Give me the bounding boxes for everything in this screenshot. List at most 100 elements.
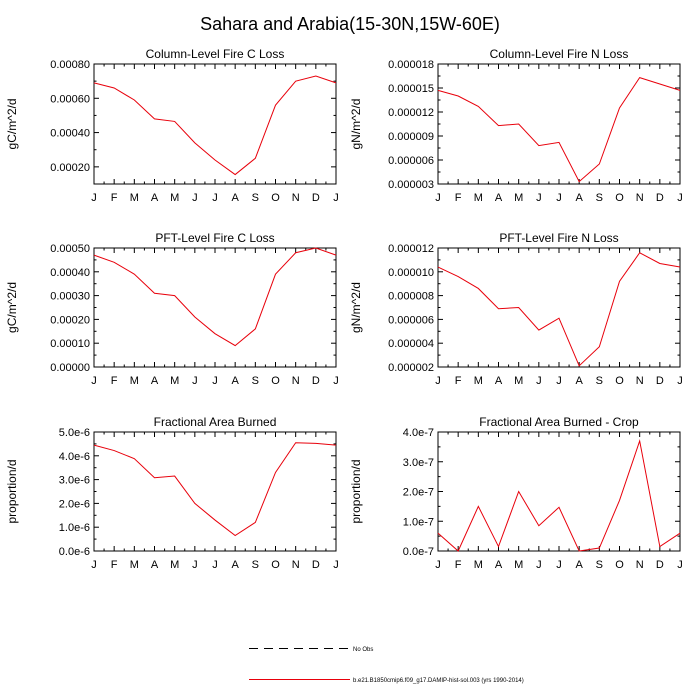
x-tick-label: J [91,559,97,571]
series-line [437,77,681,183]
x-tick-label: F [455,375,462,387]
x-tick-label: J [192,375,198,387]
x-tick-label: F [111,375,118,387]
x-tick-label: J [333,559,339,571]
x-tick-label: J [192,192,198,204]
x-tick-label: J [333,192,339,204]
x-tick-label: O [271,559,280,571]
y-tick-label: 0.00030 [50,291,90,303]
y-tick-label: 0.000018 [388,59,434,71]
plot-frame [437,63,681,185]
panel-6: Fractional Area Burned - Crop proportion/… [349,415,683,571]
y-tick-label: 0.000004 [388,338,434,350]
y-tick-label: 4.0e-7 [403,427,434,439]
x-tick-label: J [91,192,97,204]
y-tick-label: 0.00000 [50,362,90,374]
y-tick-label: 0.000012 [388,243,434,255]
y-tick-label: 0.00050 [50,243,90,255]
panel-title: PFT-Level Fire C Loss [155,231,274,245]
y-axis-label: gN/m^2/d [349,99,363,150]
series-line [93,75,337,176]
y-tick-label: 0.00020 [50,162,90,174]
x-tick-label: D [312,192,320,204]
y-axis-label: gN/m^2/d [349,282,363,333]
x-tick-label: S [596,559,603,571]
y-tick-label: 0.0e-6 [59,546,90,558]
y-tick-label: 4.0e-6 [59,451,90,463]
x-tick-label: M [170,192,179,204]
y-tick-label: 0.00040 [50,128,90,140]
x-tick-label: J [192,559,198,571]
y-tick-label: 0.000008 [388,291,434,303]
x-tick-label: J [536,375,542,387]
x-tick-label: D [656,192,664,204]
x-tick-label: J [556,559,562,571]
x-tick-label: M [474,375,483,387]
series-line [93,247,337,347]
x-tick-label: S [596,192,603,204]
x-tick-label: M [514,192,523,204]
x-tick-label: O [271,375,280,387]
x-tick-label: J [212,375,218,387]
figure-title: Sahara and Arabia(15-30N,15W-60E) [200,14,500,34]
x-tick-label: M [514,559,523,571]
x-tick-label: A [495,559,503,571]
y-tick-label: 3.0e-6 [59,475,90,487]
y-tick-label: 2.0e-6 [59,498,90,510]
y-axis-label: gC/m^2/d [5,99,19,150]
x-tick-label: N [292,559,300,571]
y-tick-label: 3.0e-7 [403,457,434,469]
x-tick-label: J [333,375,339,387]
x-tick-label: D [312,375,320,387]
x-tick-label: J [677,559,683,571]
x-tick-label: A [575,375,583,387]
x-tick-label: J [435,375,441,387]
x-tick-label: N [636,375,644,387]
y-axis-label: proportion/d [349,459,363,523]
x-tick-label: J [536,559,542,571]
x-tick-label: A [495,192,503,204]
x-tick-label: M [474,192,483,204]
y-tick-label: 1.0e-6 [59,522,90,534]
x-tick-label: J [435,559,441,571]
x-tick-label: O [615,192,624,204]
x-tick-label: O [271,192,280,204]
plot-frame [437,431,681,552]
panel-title: Column-Level Fire N Loss [490,47,629,61]
x-tick-label: J [212,192,218,204]
x-tick-label: M [130,559,139,571]
x-tick-label: N [292,192,300,204]
x-tick-label: A [151,559,159,571]
x-tick-label: N [636,192,644,204]
x-tick-label: D [312,559,320,571]
y-tick-label: 0.00040 [50,267,90,279]
y-tick-label: 0.00080 [50,59,90,71]
x-tick-label: J [91,375,97,387]
x-tick-label: M [130,192,139,204]
plot-frame [93,63,337,185]
x-tick-label: S [252,559,259,571]
x-tick-label: M [170,559,179,571]
x-tick-label: F [111,192,118,204]
y-tick-label: 0.000012 [388,107,434,119]
y-tick-label: 2.0e-7 [403,487,434,499]
x-tick-label: J [435,192,441,204]
y-tick-label: 0.000006 [388,155,434,167]
obs-legend-label: No Obs [353,647,373,653]
panel-title: PFT-Level Fire N Loss [499,231,618,245]
legend: No Obs b.e21.B1850cmip6.f09_g17.DAMIP-hi… [249,647,524,684]
x-tick-label: O [615,375,624,387]
x-tick-label: S [252,375,259,387]
x-tick-label: A [575,559,583,571]
panel-title: Column-Level Fire C Loss [146,47,285,61]
x-tick-label: M [514,375,523,387]
y-tick-label: 0.000010 [388,267,434,279]
plot-frame [437,247,681,368]
x-tick-label: J [556,192,562,204]
